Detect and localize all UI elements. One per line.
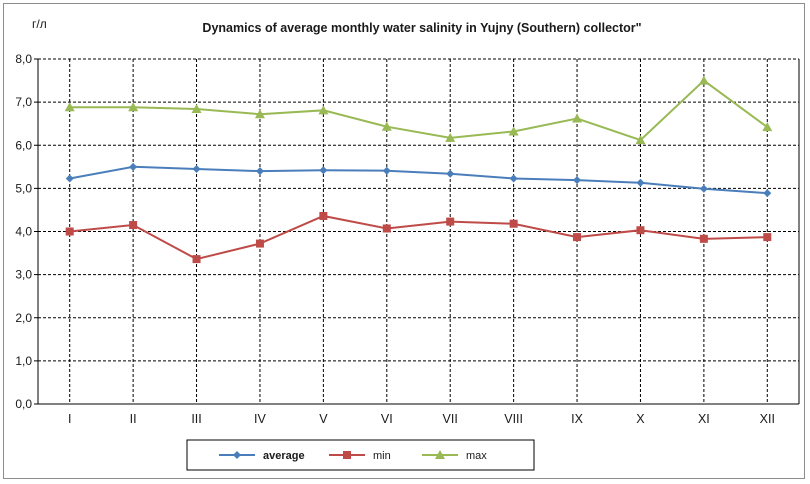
series-line-max	[69, 79, 768, 142]
legend-swatch-marker	[435, 450, 445, 459]
data-point-max	[381, 121, 392, 131]
y-tick-label: 7,0	[15, 95, 32, 109]
x-tick-label: III	[191, 412, 201, 426]
legend-label: min	[373, 450, 391, 462]
x-tick-label: I	[68, 412, 71, 426]
x-tick-label: VIII	[504, 412, 523, 426]
data-point-average	[65, 174, 74, 183]
x-tick-label: VII	[443, 412, 458, 426]
axes	[34, 58, 800, 405]
data-point-min	[573, 233, 582, 242]
legend-swatch-marker	[343, 451, 351, 459]
data-point-min	[319, 211, 328, 220]
y-tick-label: 3,0	[15, 268, 32, 282]
chart-title: Dynamics of average monthly water salini…	[202, 21, 641, 35]
y-tick-label: 8,0	[15, 52, 32, 66]
y-tick-label: 5,0	[15, 181, 32, 195]
data-point-average	[446, 169, 455, 178]
x-tick-label: XI	[698, 412, 710, 426]
y-tick-label: 4,0	[15, 225, 32, 239]
data-point-average	[192, 164, 201, 173]
legend-swatch-marker	[233, 451, 241, 459]
y-tick-labels: 0,0 1,0 2,0 3,0 4,0 5,0 6,0 7,0 8,0	[15, 52, 32, 411]
data-point-average	[763, 189, 772, 198]
data-point-max	[318, 105, 329, 115]
legend: average min max	[186, 439, 535, 471]
data-point-max	[572, 113, 583, 123]
y-tick-label: 0,0	[15, 397, 32, 411]
chart-svg: Dynamics of average monthly water salini…	[15, 17, 800, 471]
series-max	[64, 75, 773, 145]
data-point-max	[191, 104, 202, 114]
data-point-average	[319, 166, 328, 175]
series-line-average	[69, 165, 768, 195]
x-tick-label: XII	[760, 412, 775, 426]
data-point-average	[509, 174, 518, 183]
legend-label: average	[263, 450, 305, 462]
data-point-min	[65, 227, 74, 236]
x-tick-label: IX	[571, 412, 583, 426]
chart-frame: Dynamics of average monthly water salini…	[3, 3, 805, 479]
x-tick-label: II	[130, 412, 137, 426]
x-tick-labels: I II III IV V VI VII VIII IX X XI XII	[68, 412, 775, 426]
x-tick-label: IV	[254, 412, 266, 426]
data-point-min	[699, 234, 708, 243]
series-group	[64, 75, 773, 264]
data-point-max	[445, 132, 456, 142]
data-point-average	[129, 162, 138, 171]
y-tick-label: 6,0	[15, 138, 32, 152]
grid	[38, 58, 799, 404]
data-point-max	[698, 75, 709, 85]
data-point-min	[129, 221, 138, 230]
x-tick-label: VI	[381, 412, 393, 426]
series-line-min	[69, 214, 768, 261]
data-point-average	[699, 184, 708, 193]
data-point-min	[192, 255, 201, 264]
data-point-min	[509, 219, 518, 228]
data-point-min	[636, 226, 645, 235]
legend-label: max	[466, 450, 487, 462]
data-point-min	[763, 233, 772, 242]
y-unit-label: г/л	[32, 17, 47, 31]
data-point-max	[508, 126, 519, 136]
data-point-average	[255, 167, 264, 176]
data-point-max	[635, 135, 646, 145]
x-tick-label: X	[636, 412, 645, 426]
data-point-min	[446, 217, 455, 226]
legend-item-average: average	[219, 450, 305, 462]
series-min	[65, 211, 772, 264]
x-tick-label: V	[319, 412, 328, 426]
data-point-min	[255, 239, 264, 248]
series-average	[65, 162, 772, 198]
data-point-average	[573, 176, 582, 185]
y-tick-label: 1,0	[15, 354, 32, 368]
data-point-max	[762, 122, 773, 132]
data-point-average	[636, 178, 645, 187]
data-point-average	[382, 166, 391, 175]
data-point-max	[128, 102, 139, 112]
legend-item-min: min	[329, 450, 391, 462]
legend-item-max: max	[422, 450, 487, 462]
y-tick-label: 2,0	[15, 311, 32, 325]
data-point-max	[64, 102, 75, 112]
data-point-min	[382, 224, 391, 233]
data-point-max	[254, 109, 265, 119]
